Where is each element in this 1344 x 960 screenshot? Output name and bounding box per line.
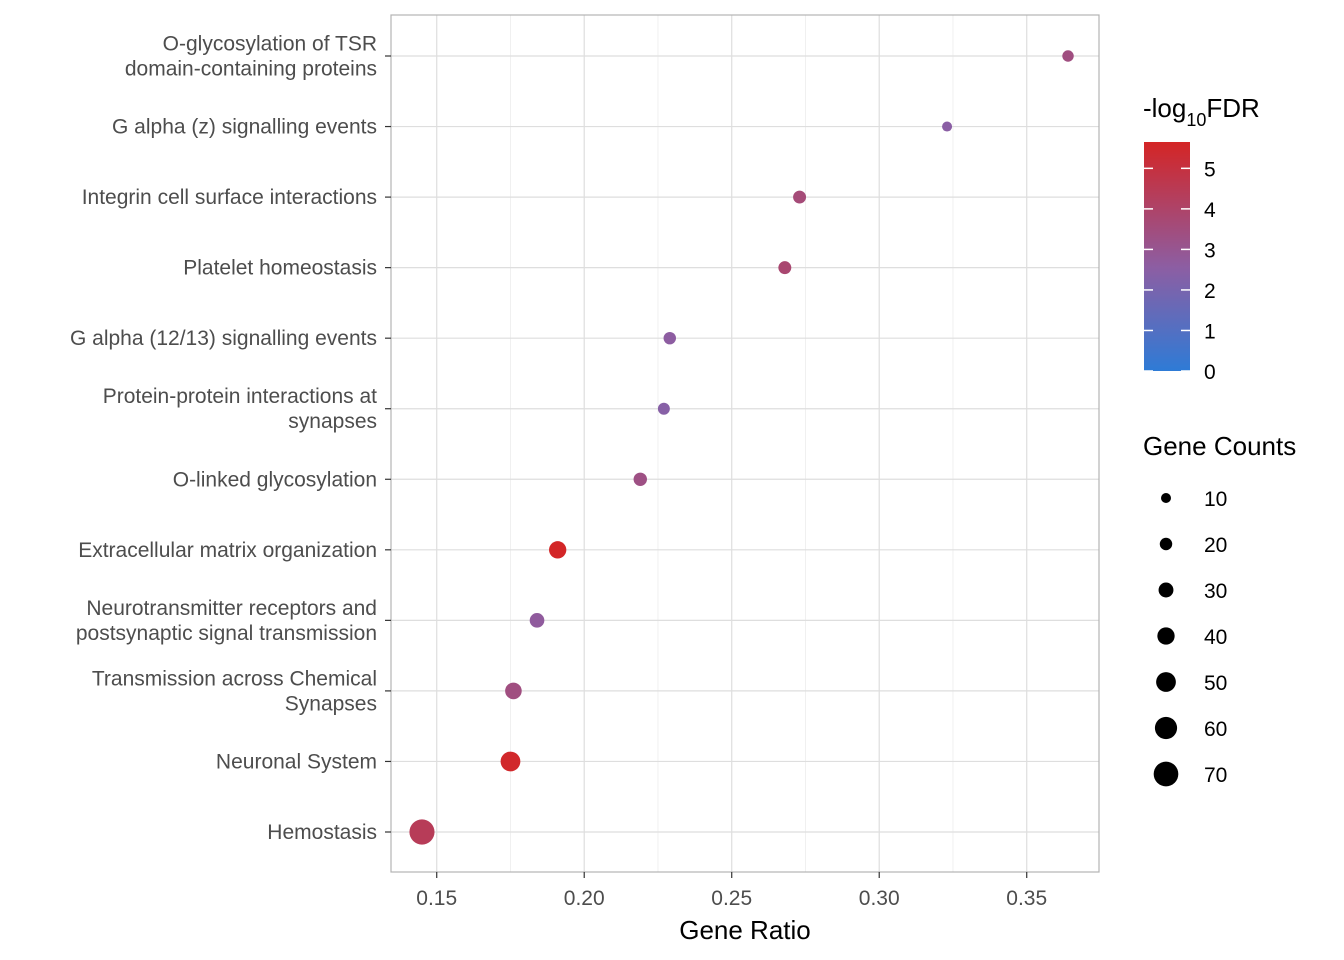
- x-axis-labels: 0.15 0.20 0.25 0.30 0.35: [416, 887, 1047, 910]
- y-tick-label: Neuronal System: [216, 750, 377, 773]
- color-legend: -log10FDR 0 1 2 3 4 5: [1143, 93, 1260, 384]
- color-legend-title: -log10FDR: [1143, 93, 1260, 130]
- colorbar-ticks: 0 1 2 3 4 5: [1144, 158, 1216, 384]
- data-point: [505, 682, 522, 700]
- size-legend-dot: [1156, 672, 1176, 692]
- y-tick-label: Neurotransmitter receptors and postsynapt…: [76, 597, 377, 645]
- size-legend-dot: [1158, 582, 1174, 598]
- data-point: [793, 190, 807, 204]
- size-legend-label: 60: [1204, 718, 1227, 741]
- data-point: [409, 819, 435, 845]
- size-legend-dot: [1159, 537, 1173, 551]
- y-tick-label: G alpha (z) signalling events: [112, 116, 377, 139]
- data-points: [409, 50, 1074, 845]
- size-legend-label: 40: [1204, 626, 1227, 649]
- x-tick-label: 0.35: [1006, 887, 1047, 910]
- data-point: [1062, 50, 1074, 62]
- y-tick-label: Extracellular matrix organization: [78, 539, 377, 562]
- size-legend-dot: [1154, 716, 1178, 740]
- y-tick-label: Platelet homeostasis: [183, 257, 377, 280]
- y-tick-label: Protein-protein interactions at synapses: [103, 385, 377, 433]
- colorbar-tick-label: 2: [1204, 280, 1216, 303]
- colorbar-tick-label: 1: [1204, 320, 1216, 343]
- size-legend-items: 10 20 30 40 50 60 70: [1153, 488, 1227, 787]
- size-legend-label: 30: [1204, 580, 1227, 603]
- size-legend-label: 20: [1204, 534, 1227, 557]
- y-tick-label: Integrin cell surface interactions: [82, 186, 377, 209]
- x-tick-label: 0.20: [564, 887, 605, 910]
- y-axis-labels: O-glycosylation of TSR domain-containing …: [70, 33, 377, 845]
- x-tick-label: 0.25: [711, 887, 752, 910]
- size-legend-label: 10: [1204, 488, 1227, 511]
- size-legend-label: 70: [1204, 764, 1227, 787]
- y-tick-label: Hemostasis: [267, 821, 377, 844]
- size-legend-dot: [1161, 493, 1171, 503]
- size-legend: Gene Counts 10 20 30 40 50 60 70: [1143, 431, 1296, 787]
- gridlines: [391, 15, 1099, 872]
- x-tick-label: 0.30: [859, 887, 900, 910]
- size-legend-dot: [1153, 761, 1179, 787]
- size-legend-title: Gene Counts: [1143, 431, 1296, 461]
- data-point: [633, 472, 647, 486]
- y-tick-label: O-glycosylation of TSR domain-containing …: [125, 33, 377, 81]
- data-point: [778, 261, 792, 275]
- x-axis-title: Gene Ratio: [679, 915, 811, 945]
- y-tick-label: O-linked glycosylation: [173, 468, 377, 491]
- axis-ticks: [385, 55, 1028, 878]
- colorbar: [1144, 142, 1190, 371]
- y-tick-label: G alpha (12/13) signalling events: [70, 327, 377, 350]
- size-legend-label: 50: [1204, 672, 1227, 695]
- data-point: [942, 121, 953, 132]
- size-legend-dot: [1157, 627, 1175, 645]
- plot-panel-border: [390, 14, 1100, 873]
- x-tick-label: 0.15: [416, 887, 457, 910]
- colorbar-tick-label: 3: [1204, 239, 1216, 262]
- y-tick-label: Transmission across Chemical Synapses: [92, 667, 377, 715]
- data-point: [663, 331, 676, 345]
- data-point: [500, 751, 521, 772]
- colorbar-tick-label: 4: [1204, 199, 1216, 222]
- colorbar-tick-label: 0: [1204, 361, 1216, 384]
- data-point: [529, 613, 545, 628]
- colorbar-tick-label: 5: [1204, 158, 1216, 181]
- data-point: [549, 541, 567, 559]
- data-point: [657, 402, 670, 415]
